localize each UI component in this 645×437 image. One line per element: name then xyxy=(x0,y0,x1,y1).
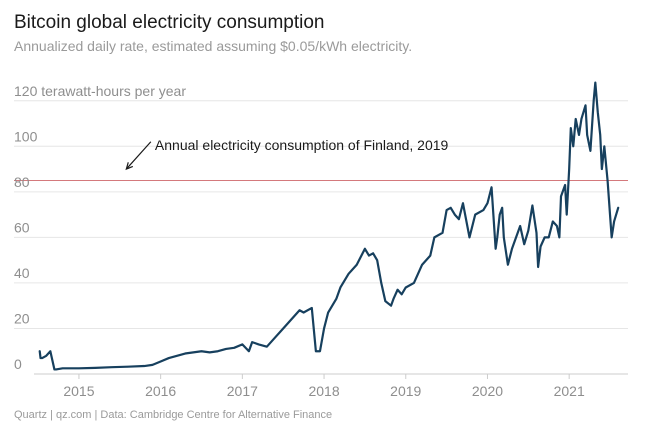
annotation-arrowhead xyxy=(125,162,134,171)
y-tick-label: 60 xyxy=(14,219,30,235)
axis-layer: 0 20 40 60 80 100 120 terawatt-hours per year 2… xyxy=(14,83,628,399)
x-tick-label: 2018 xyxy=(308,383,339,399)
line-layer xyxy=(38,81,620,371)
y-tick-label: 20 xyxy=(14,310,30,326)
y-tick-label: 120 terawatt-hours per year xyxy=(14,83,186,99)
plot-background xyxy=(34,78,628,374)
x-tick-label: 2021 xyxy=(554,383,585,399)
y-tick-label: 40 xyxy=(14,265,30,281)
chart-title: Bitcoin global electricity consumption xyxy=(14,12,325,33)
annotation-layer: Annual electricity consumption of Finlan… xyxy=(125,137,449,171)
chart-subtitle: Annualized daily rate, estimated assumin… xyxy=(14,38,413,54)
x-tick-label: 2017 xyxy=(227,383,258,399)
y-tick-label: 80 xyxy=(14,174,30,190)
annotation-arrow xyxy=(125,141,152,170)
y-tick-label: 100 xyxy=(14,128,38,144)
y-tick-label: 0 xyxy=(14,356,22,372)
x-tick-label: 2020 xyxy=(472,383,503,399)
reference-line-label: Annual electricity consumption of Finlan… xyxy=(155,137,449,153)
x-tick-label: 2019 xyxy=(390,383,421,399)
x-tick-label: 2015 xyxy=(63,383,94,399)
source-note: Quartz | qz.com | Data: Cambridge Centre… xyxy=(14,409,333,421)
series-line-bitcoin-consumption xyxy=(38,81,620,371)
x-tick-label: 2016 xyxy=(145,383,176,399)
